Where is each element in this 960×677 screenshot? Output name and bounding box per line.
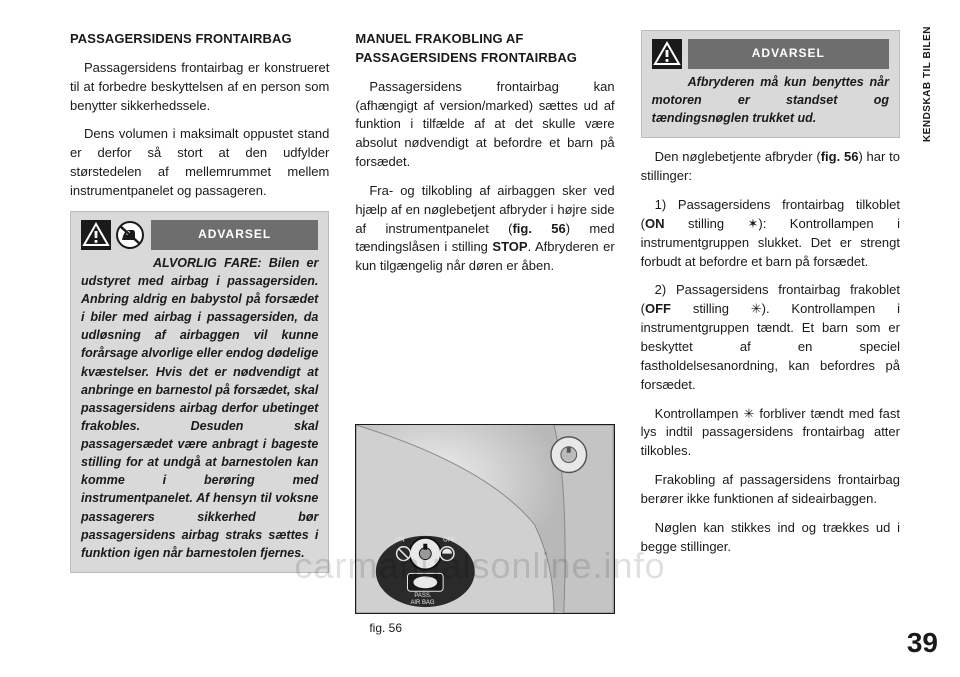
fig-on-label: ON: [396, 537, 405, 543]
warning-triangle-icon: [652, 39, 682, 69]
column-2: MANUEL FRAKOBLING AF PASSAGERSIDENS FRON…: [355, 30, 614, 647]
warning-label: ADVARSEL: [151, 220, 318, 250]
column-3: ADVARSEL Afbryderen må kun benyttes når …: [641, 30, 900, 647]
warning-body: ALVORLIG FARE: Bilen er udstyret med air…: [81, 254, 318, 562]
col2-para-2: Fra- og tilkobling af airbaggen sker ved…: [355, 182, 614, 276]
col1-heading: PASSAGERSIDENS FRONTAIRBAG: [70, 30, 329, 49]
airbag-off-symbol-icon: ✳: [751, 301, 762, 316]
warning-label-2: ADVARSEL: [688, 39, 889, 69]
content-columns: PASSAGERSIDENS FRONTAIRBAG Passagersiden…: [70, 30, 900, 647]
col2-para-1: Passagersidens frontairbag kan (afhængig…: [355, 78, 614, 172]
col3-para-4: Kontrollampen ✳ forbliver tændt med fast…: [641, 405, 900, 462]
warning-icons: [81, 220, 145, 250]
col3-para-3: 2) Passagersidens frontairbag frakoblet …: [641, 281, 900, 394]
warning-header-2: ADVARSEL: [652, 39, 889, 69]
manual-page: KENDSKAB TIL BILEN PASSAGERSIDENS FRONTA…: [0, 0, 960, 677]
warning-body-2: Afbryderen må kun benyttes når motoren e…: [652, 73, 889, 127]
page-number: 39: [907, 627, 938, 659]
warning-header: ADVARSEL: [81, 220, 318, 250]
no-child-seat-icon: [115, 220, 145, 250]
col1-para-2: Dens volumen i maksimalt oppustet stand …: [70, 125, 329, 200]
col3-para-5: Frakobling af passagersidens frontairbag…: [641, 471, 900, 509]
col3-para-2: 1) Passagersidens frontairbag tilkoblet …: [641, 196, 900, 271]
col1-para-1: Passagersidens frontairbag er konstruere…: [70, 59, 329, 116]
section-tab: KENDSKAB TIL BILEN: [916, 0, 938, 677]
warning-box-danger: ADVARSEL ALVORLIG FARE: Bilen er udstyre…: [70, 211, 329, 573]
col2-heading: MANUEL FRAKOBLING AF PASSAGERSIDENS FRON…: [355, 30, 614, 68]
warning-box-key: ADVARSEL Afbryderen må kun benyttes når …: [641, 30, 900, 138]
airbag-on-symbol-icon: ✶: [748, 216, 759, 231]
fig-off-label: OFF: [443, 537, 455, 543]
column-1: PASSAGERSIDENS FRONTAIRBAG Passagersiden…: [70, 30, 329, 647]
fig-pass-label: PASS.: [415, 593, 432, 599]
figure-56-image: ON OFF PASS. AIR BAG: [355, 424, 614, 614]
col3-para-1: Den nøglebetjente afbryder (fig. 56) har…: [641, 148, 900, 186]
col3-para-6: Nøglen kan stikkes ind og trækkes ud i b…: [641, 519, 900, 557]
warning-icons-2: [652, 39, 682, 69]
figure-56-caption: fig. 56: [355, 620, 614, 637]
figure-56: ON OFF PASS. AIR BAG fig. 56: [355, 424, 614, 647]
fig-airbag-label: AIR BAG: [411, 600, 435, 606]
section-tab-label: KENDSKAB TIL BILEN: [922, 26, 933, 142]
airbag-off-symbol-icon: ✳: [743, 406, 754, 421]
warning-triangle-icon: [81, 220, 111, 250]
